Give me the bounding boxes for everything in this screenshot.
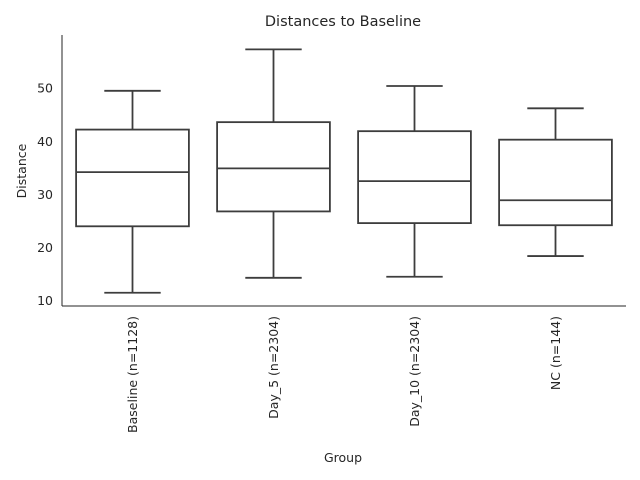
y-tick-labels: 10 20 30 40 50 xyxy=(37,81,53,309)
x-tick-label: Baseline (n=1128) xyxy=(125,316,140,433)
box-iqr xyxy=(357,130,472,225)
y-tick-label: 30 xyxy=(37,187,53,202)
chart-title: Distances to Baseline xyxy=(265,14,421,30)
x-tick-label: Day_5 (n=2304) xyxy=(266,316,281,419)
y-axis-label: Distance xyxy=(14,143,29,198)
x-tick-label: NC (n=144) xyxy=(548,316,563,390)
x-tick-labels: Baseline (n=1128) Day_5 (n=2304) Day_10 (n… xyxy=(125,316,563,433)
y-tick-label: 20 xyxy=(37,240,53,255)
box-iqr xyxy=(216,121,331,213)
y-tick-label: 50 xyxy=(37,81,53,96)
y-tick-label: 40 xyxy=(37,134,53,149)
box-iqr xyxy=(498,138,613,227)
x-axis-label: Group xyxy=(324,450,362,465)
x-tick-label: Day_10 (n=2304) xyxy=(407,316,422,427)
plot-area xyxy=(75,48,613,294)
y-tick-label: 10 xyxy=(37,293,53,308)
box-iqr xyxy=(75,128,190,228)
